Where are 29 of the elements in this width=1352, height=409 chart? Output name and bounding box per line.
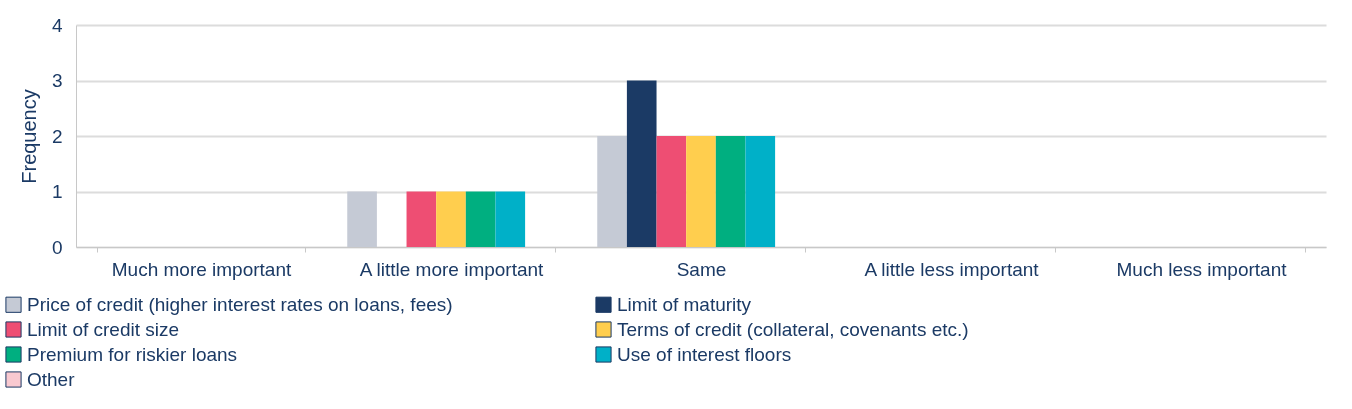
bar bbox=[626, 80, 657, 247]
bar bbox=[686, 136, 716, 247]
bar bbox=[465, 191, 496, 247]
x-tick-label: Same bbox=[676, 258, 727, 280]
y-tick-label: 4 bbox=[51, 14, 63, 36]
x-tick-label: Much more important bbox=[111, 258, 292, 280]
bar bbox=[745, 136, 776, 247]
y-tick-label: 0 bbox=[51, 236, 63, 258]
bar bbox=[436, 191, 466, 247]
x-tick-label: Much less important bbox=[1116, 258, 1288, 280]
legend-label: Other bbox=[27, 368, 76, 390]
legend-label: Limit of credit size bbox=[27, 318, 180, 340]
y-tick-label: 1 bbox=[51, 181, 63, 202]
x-tick-label: A little less important bbox=[864, 258, 1040, 280]
bar bbox=[715, 136, 746, 247]
bar bbox=[656, 136, 687, 247]
y-tick-label: 2 bbox=[51, 125, 63, 147]
legend-label: Terms of credit (collateral, covenants etc.) bbox=[617, 318, 969, 340]
x-tick-label: A little more important bbox=[359, 258, 545, 280]
legend-label: Use of interest floors bbox=[617, 343, 792, 365]
legend-label: Premium for riskier loans bbox=[27, 343, 238, 365]
bar bbox=[406, 191, 437, 247]
y-axis-title: Frequency bbox=[17, 89, 40, 184]
y-tick-label: 3 bbox=[51, 70, 63, 91]
bar bbox=[495, 191, 526, 247]
bar bbox=[347, 191, 377, 247]
bar bbox=[597, 136, 627, 247]
legend-label: Price of credit (higher interest rates on loans, fees) bbox=[27, 293, 453, 315]
legend-label: Limit of maturity bbox=[617, 293, 752, 315]
